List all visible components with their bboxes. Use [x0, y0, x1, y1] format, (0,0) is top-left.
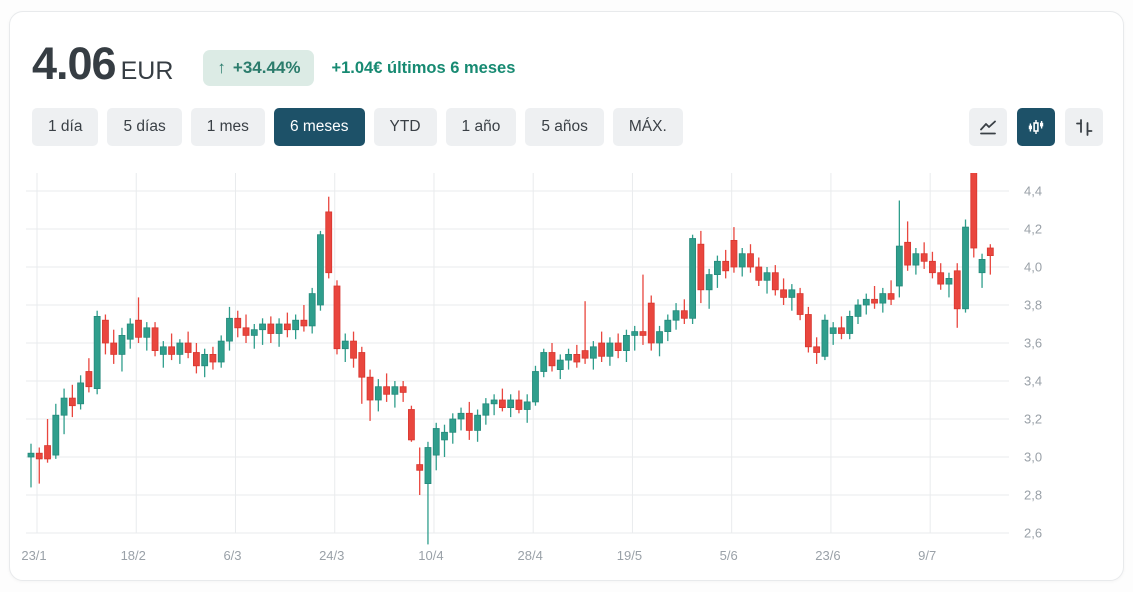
svg-text:5/6: 5/6 [720, 548, 738, 563]
range-button-5-dias[interactable]: 5 días [107, 108, 182, 146]
current-price: 4.06 [32, 38, 117, 89]
svg-text:9/7: 9/7 [918, 548, 936, 563]
up-arrow-icon: ↑ [217, 58, 226, 77]
svg-text:3,2: 3,2 [1024, 412, 1042, 427]
svg-text:28/4: 28/4 [518, 548, 543, 563]
ohlc-bars-icon [1076, 119, 1093, 136]
line-chart-icon [980, 120, 996, 135]
svg-text:18/2: 18/2 [121, 548, 146, 563]
range-button-1-dia[interactable]: 1 día [32, 108, 99, 146]
svg-text:10/4: 10/4 [418, 548, 443, 563]
svg-text:3,0: 3,0 [1024, 450, 1042, 465]
range-button-ytd[interactable]: YTD [373, 108, 437, 146]
svg-text:4,2: 4,2 [1024, 222, 1042, 237]
change-percent-badge: ↑ +34.44% [203, 50, 315, 86]
candlestick-icon [1028, 120, 1044, 134]
candlestick-price-chart[interactable]: 4,4 4,2 4,0 3,8 3,6 3,4 3,2 3,0 2,8 2,6 23/1 18/2 6/… [10, 12, 1125, 582]
chart-toolbar: 1 día 5 días 1 mes 6 meses YTD 1 año 5 a… [10, 92, 1123, 146]
range-button-1-mes[interactable]: 1 mes [190, 108, 265, 146]
svg-text:6/3: 6/3 [223, 548, 241, 563]
svg-text:19/5: 19/5 [617, 548, 642, 563]
price-header: 4.06 EUR ↑ +34.44% +1.04€ últimos 6 mese… [10, 12, 1123, 92]
svg-text:3,6: 3,6 [1024, 336, 1042, 351]
svg-text:4,4: 4,4 [1024, 184, 1042, 199]
change-absolute-text: +1.04€ últimos 6 meses [331, 59, 516, 77]
svg-text:2,6: 2,6 [1024, 526, 1042, 541]
svg-text:23/6: 23/6 [815, 548, 840, 563]
svg-text:2,8: 2,8 [1024, 488, 1042, 503]
range-button-max[interactable]: MÁX. [612, 108, 683, 146]
svg-text:4,0: 4,0 [1024, 260, 1042, 275]
change-percent-value: +34.44% [232, 58, 301, 77]
currency-label: EUR [120, 57, 174, 85]
svg-text:23/1: 23/1 [21, 548, 46, 563]
stock-widget-card: 4.06 EUR ↑ +34.44% +1.04€ últimos 6 mese… [9, 11, 1124, 581]
svg-text:3,4: 3,4 [1024, 374, 1042, 389]
range-button-6-meses[interactable]: 6 meses [273, 108, 365, 146]
svg-text:24/3: 24/3 [319, 548, 344, 563]
candlestick-chart-type-button[interactable] [1017, 108, 1055, 146]
svg-text:3,8: 3,8 [1024, 298, 1042, 313]
range-button-1-ano[interactable]: 1 año [445, 108, 517, 146]
range-selector: 1 día 5 días 1 mes 6 meses YTD 1 año 5 a… [32, 108, 683, 146]
line-chart-type-button[interactable] [969, 108, 1007, 146]
range-button-5-anos[interactable]: 5 años [525, 108, 604, 146]
ohlc-bars-chart-type-button[interactable] [1065, 108, 1103, 146]
